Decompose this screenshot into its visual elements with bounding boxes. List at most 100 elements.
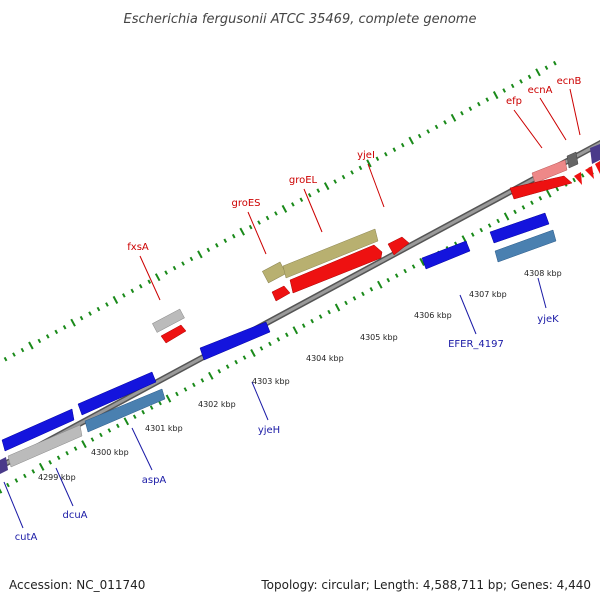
tick-mark <box>535 68 541 77</box>
kbp-4303: 4303 kbp <box>252 377 290 386</box>
tick-mark <box>122 293 126 298</box>
tick-mark <box>323 182 330 191</box>
tick-mark <box>555 186 560 192</box>
tick-mark <box>31 469 36 474</box>
gene-groES-khaki[interactable] <box>262 261 287 284</box>
tick-mark <box>344 300 348 306</box>
tick-mark <box>175 391 179 397</box>
tick-mark <box>291 202 295 207</box>
tick-mark <box>20 347 25 353</box>
scale-labels: 4299 kbp 4300 kbp 4301 kbp 4302 kbp 4303… <box>38 269 562 482</box>
gene-yjeI-red[interactable] <box>387 236 410 256</box>
tick-mark <box>544 65 549 70</box>
gene-EFER_4197-blue[interactable] <box>421 240 471 270</box>
tick-mark <box>366 159 372 168</box>
tick-mark <box>369 287 374 292</box>
tick-mark <box>502 88 506 93</box>
gene-yjeK-blue[interactable] <box>489 212 550 244</box>
tick-mark <box>206 247 211 253</box>
tick-mark <box>217 369 222 374</box>
gene-groEL-khaki[interactable] <box>282 228 379 279</box>
tick-mark <box>141 409 145 415</box>
tick-mark <box>394 273 399 278</box>
kbp-4304: 4304 kbp <box>306 354 344 363</box>
tick-mark <box>37 338 42 344</box>
tick-mark <box>257 220 261 225</box>
label-aspA: aspA <box>142 475 167 486</box>
forward-genes <box>152 144 600 344</box>
tick-mark <box>333 179 337 184</box>
tick-mark <box>112 295 119 304</box>
kbp-4299: 4299 kbp <box>38 473 76 482</box>
tick-mark <box>307 193 312 198</box>
gene-groEL-red[interactable] <box>289 244 383 294</box>
tick-mark <box>164 270 168 275</box>
accession-text: Accession: NC_011740 <box>9 578 146 592</box>
tick-mark <box>14 478 19 483</box>
tick-mark <box>90 437 95 442</box>
gene-dcuA-blue[interactable] <box>1 408 75 452</box>
tick-mark <box>408 136 414 145</box>
tick-mark <box>485 97 490 102</box>
label-yjeH: yjeH <box>258 425 280 436</box>
tick-mark <box>231 233 236 239</box>
gene-aspA-steel[interactable] <box>84 388 166 433</box>
tick-mark <box>530 200 534 205</box>
tick-mark <box>477 101 481 107</box>
kbp-4300: 4300 kbp <box>91 448 129 457</box>
tick-mark <box>250 349 256 357</box>
gene-ecnB-red[interactable] <box>585 166 594 179</box>
tick-mark <box>521 205 526 210</box>
gene-fxsA-grey[interactable] <box>152 308 185 333</box>
gene-efp-red[interactable] <box>509 175 573 200</box>
tick-mark <box>48 460 52 465</box>
tick-mark <box>546 189 552 198</box>
tick-mark <box>375 156 380 162</box>
tick-mark <box>81 440 87 449</box>
tick-mark <box>234 359 238 365</box>
label-cutA: cutA <box>15 532 38 543</box>
kbp-4308: 4308 kbp <box>524 269 562 278</box>
tick-mark <box>384 152 388 157</box>
gene-yjeK-steel[interactable] <box>494 229 557 263</box>
tick-mark <box>450 113 457 122</box>
tick-mark <box>392 147 397 152</box>
tick-mark <box>225 364 230 369</box>
gene-ecnB-purple[interactable] <box>590 144 600 164</box>
gene-efp-pink[interactable] <box>531 159 568 184</box>
tick-mark <box>468 106 473 111</box>
gene-fxsA-red[interactable] <box>160 324 187 344</box>
label-yjeK: yjeK <box>537 314 559 325</box>
tick-mark <box>116 423 120 429</box>
tick-mark <box>105 302 109 307</box>
tick-mark <box>28 341 34 350</box>
gene-groES-red[interactable] <box>271 285 291 302</box>
tick-mark <box>470 232 475 237</box>
kbp-4307: 4307 kbp <box>469 290 507 299</box>
gene-dcuA-grey[interactable] <box>7 424 83 468</box>
gene-aspA-blue[interactable] <box>77 371 157 416</box>
tick-mark <box>132 414 137 419</box>
label-ecnA: ecnA <box>528 85 553 96</box>
top-labels: fxsA groES groEL yjeI efp ecnA ecnB <box>127 76 582 301</box>
tick-mark <box>172 265 177 271</box>
gene-cutA-purple[interactable] <box>0 457 8 474</box>
tick-mark <box>183 387 188 392</box>
tick-mark <box>208 371 214 380</box>
tick-mark <box>496 218 500 224</box>
reverse-genes <box>0 212 557 474</box>
tick-mark <box>123 417 130 426</box>
tick-mark <box>274 211 278 216</box>
tick-mark <box>149 405 154 410</box>
tick-mark <box>443 120 447 125</box>
tick-mark <box>23 473 27 479</box>
kbp-4306: 4306 kbp <box>414 311 452 320</box>
gene-yjeH-blue[interactable] <box>199 321 271 361</box>
gene-edge-red[interactable] <box>595 161 600 174</box>
tick-mark <box>189 256 194 262</box>
tick-mark <box>154 273 161 282</box>
gene-ecnA-grey[interactable] <box>566 151 579 169</box>
gene-ecnA-red[interactable] <box>574 172 582 185</box>
tick-mark <box>350 170 354 175</box>
kbp-4302: 4302 kbp <box>198 400 236 409</box>
